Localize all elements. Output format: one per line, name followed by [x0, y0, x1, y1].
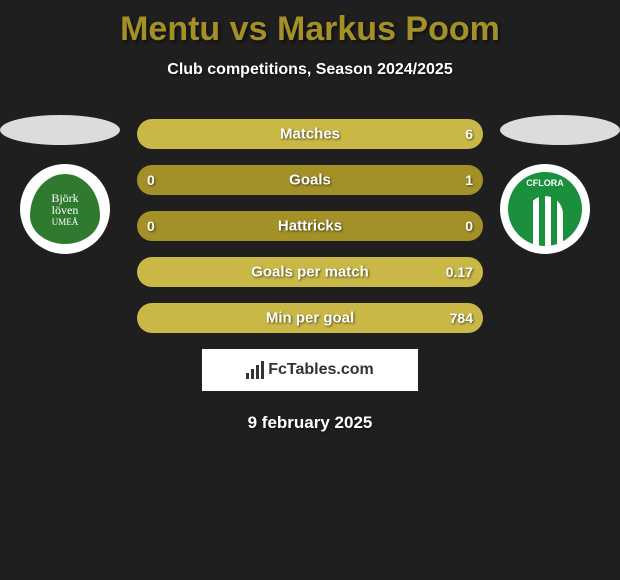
stat-value-right: 784 [450, 310, 473, 326]
subtitle: Club competitions, Season 2024/2025 [0, 61, 620, 79]
stat-value-left: 0 [147, 218, 155, 234]
logo-text: Björk [51, 192, 78, 204]
stat-label: Min per goal [266, 310, 354, 327]
stat-label: Goals [289, 172, 331, 189]
fcflora-logo: CFLORA [500, 164, 590, 254]
stat-row: 784 Min per goal [137, 303, 483, 333]
player1-avatar-placeholder [0, 115, 120, 145]
stats-area: Björk löven UMEÅ CFLORA 6Matches01Goals0… [0, 119, 620, 333]
stat-value-right: 6 [465, 126, 473, 142]
chart-icon [246, 361, 264, 379]
player2-name: Markus Poom [277, 10, 500, 48]
stat-label: Hattricks [278, 218, 342, 235]
watermark-text: FcTables.com [268, 361, 374, 379]
stat-label: Matches [280, 126, 340, 143]
stat-row: 6 Matches [137, 119, 483, 149]
stat-value-left: 0 [147, 172, 155, 188]
stat-value-right: 1 [465, 172, 473, 188]
stat-rows: 6 Matches 0 1 Goals 0 0 Hattricks 0.17 Goals per … [137, 119, 483, 333]
vs-text: vs [230, 10, 268, 48]
page-title: Mentu vs Markus Poom [0, 0, 620, 49]
bjorkloven-logo: Björk löven UMEÅ [20, 164, 110, 254]
stat-row: 0.17 Goals per match [137, 257, 483, 287]
logo-text: CFLORA [526, 178, 564, 188]
player2-avatar-placeholder [500, 115, 620, 145]
stat-row: 0 1 Goals [137, 165, 483, 195]
player1-name: Mentu [120, 10, 220, 48]
watermark: FcTables.com [202, 349, 418, 391]
stat-row: 0 0 Hattricks [137, 211, 483, 241]
stat-value-right: 0.17 [446, 264, 473, 280]
stat-value-right: 0 [465, 218, 473, 234]
stat-label: Goals per match [251, 264, 369, 281]
date-text: 9 february 2025 [0, 413, 620, 433]
club-logo-left: Björk löven UMEÅ [20, 164, 120, 254]
club-logo-right: CFLORA [500, 164, 600, 254]
logo-text: löven [52, 204, 79, 216]
logo-text: UMEÅ [52, 218, 79, 227]
